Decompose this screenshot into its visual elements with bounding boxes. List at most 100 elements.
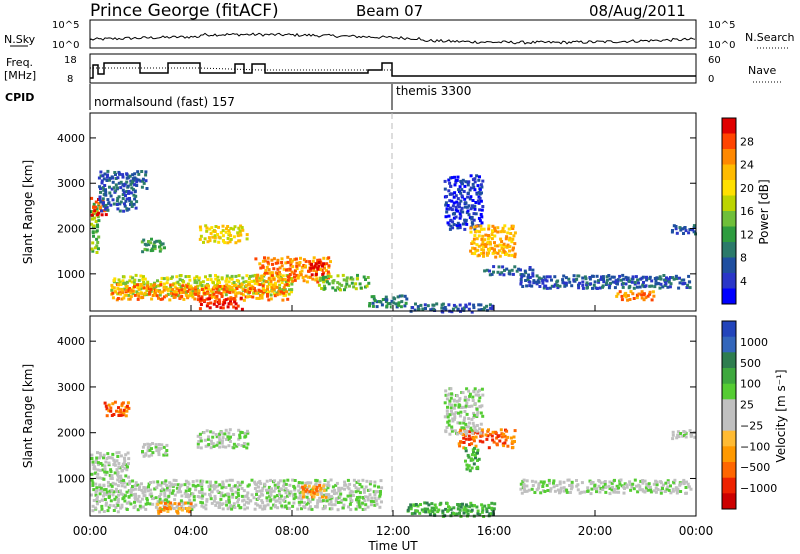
cell-1-0 [125,468,129,472]
cell-0-1 [104,213,108,217]
cell-1-11 [684,486,688,489]
cell-1-2 [105,407,109,411]
cell-1-11 [647,488,651,492]
cell-0-15 [508,245,512,249]
cell-1-1 [299,486,303,490]
cell-0-12 [385,304,389,308]
cell-0-13 [470,310,474,314]
cell-1-8 [500,435,504,439]
cell-1-3 [162,445,166,449]
cell-1-4 [228,428,232,432]
cell-1-1 [245,500,248,504]
xtick-label-3: 12:00 [376,524,411,538]
cell-0-17 [542,275,546,279]
cell-1-11 [638,488,642,492]
cell-1-11 [623,482,627,486]
cell-0-17 [658,275,662,279]
cell-1-1 [199,479,203,483]
cell-1-0 [118,480,122,484]
cell-1-10 [450,409,453,413]
cell-0-0 [95,209,99,213]
cell-0-6 [226,305,230,309]
cell-1-10 [480,387,484,391]
cell-0-17 [588,277,592,281]
cell-1-1 [213,497,217,500]
cell-1-10 [452,398,456,402]
nave-trace [90,67,696,77]
cell-0-15 [507,253,511,257]
cell-1-0 [98,492,102,496]
cell-0-13 [451,307,455,311]
cell-0-18 [650,298,654,302]
cell-1-10 [452,406,456,410]
cell-0-9 [302,258,306,262]
cell-1-1 [378,505,382,509]
cell-0-17 [671,276,675,280]
cell-0-9 [323,266,326,270]
cell-0-4 [175,275,179,279]
cell-1-7 [425,501,429,505]
cell-1-1 [276,483,280,487]
cell-1-0 [95,486,99,490]
cell-0-18 [624,291,628,295]
cell-1-1 [272,497,276,501]
cell-1-1 [255,490,259,493]
cell-0-17 [545,286,549,290]
cell-0-4 [287,292,291,296]
cell-1-11 [682,482,686,486]
cell-0-15 [513,255,517,259]
cell-0-13 [413,308,417,312]
cell-1-11 [539,480,543,484]
cell-0-19 [674,227,678,231]
cell-1-11 [625,483,629,487]
cell-1-1 [287,501,291,505]
cell-0-3 [144,170,148,174]
cell-0-17 [537,280,541,284]
cell-1-1 [164,479,168,483]
cell-1-1 [143,490,147,494]
cell-0-5 [129,295,133,299]
cell-1-10 [473,413,476,417]
cell-0-11 [351,277,355,281]
cell-1-1 [327,493,331,497]
cell-1-11 [523,488,527,492]
cell-1-4 [232,442,236,446]
cell-1-1 [269,490,273,494]
cell-1-7 [463,505,467,509]
cell-0-9 [255,279,259,283]
cell-1-11 [604,485,608,489]
cell-0-19 [674,225,678,228]
cell-1-8 [461,433,465,436]
cell-1-8 [500,432,504,436]
cell-0-11 [339,288,342,292]
cell-1-7 [462,511,466,515]
cell-0-13 [414,302,417,306]
cell-1-9 [470,466,474,470]
cell-1-1 [186,480,190,484]
cell-1-8 [463,428,467,432]
cell-0-5 [278,292,282,296]
cell-0-5 [269,297,273,301]
nave-tick-bottom: 0 [708,74,714,85]
cell-0-5 [200,295,204,299]
cell-0-5 [165,287,169,291]
cell-1-1 [203,492,207,496]
cell-0-9 [327,264,331,268]
cell-1-12 [679,432,683,435]
cell-0-13 [456,307,460,311]
cell-0-3 [141,177,145,181]
cell-1-0 [96,468,100,472]
cell-0-17 [577,274,581,278]
cell-0-6 [234,302,238,306]
cell-1-10 [450,403,454,407]
cell-0-5 [222,287,226,291]
cell-0-8 [221,234,225,238]
cell-0-4 [133,278,137,282]
cell-1-1 [306,491,310,495]
cell-0-17 [614,280,618,284]
cell-1-11 [644,486,648,490]
cell-0-12 [381,298,385,301]
cell-0-14 [448,181,452,185]
cell-0-11 [326,275,330,278]
